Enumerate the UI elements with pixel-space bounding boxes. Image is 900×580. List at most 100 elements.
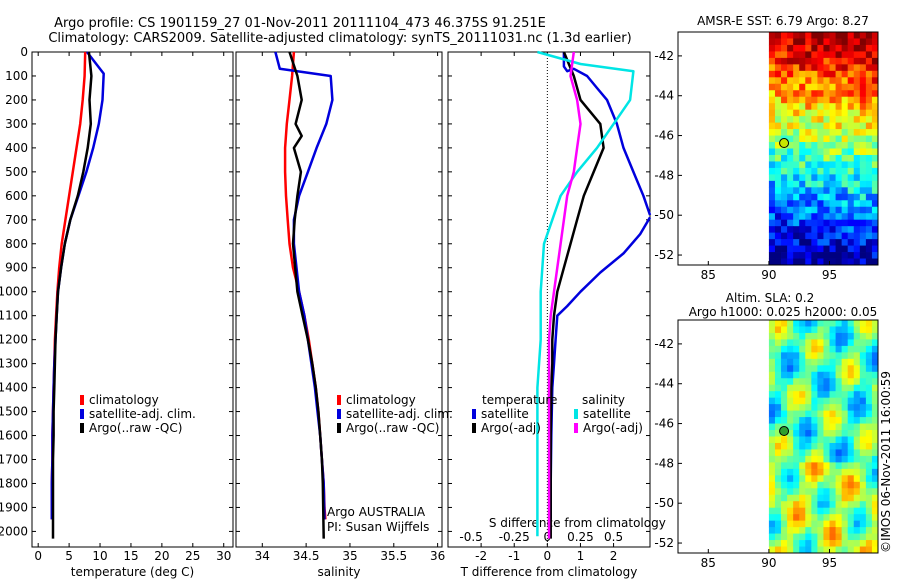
heatmap-cell xyxy=(841,129,849,136)
heatmap-cell xyxy=(829,404,836,412)
heatmap-cell xyxy=(835,501,843,509)
heatmap-cell xyxy=(835,154,843,162)
heatmap-cell xyxy=(805,449,812,457)
heatmap-cell xyxy=(871,161,879,169)
heatmap-cell xyxy=(841,404,849,412)
heatmap-cell xyxy=(781,481,788,489)
heatmap-cell xyxy=(787,358,794,366)
heatmap-cell xyxy=(811,239,818,246)
heatmap-cell xyxy=(787,430,794,437)
depth-tick-label: 700 xyxy=(5,213,28,227)
heatmap-cell xyxy=(787,193,794,201)
heatmap-cell xyxy=(847,442,855,450)
heatmap-cell xyxy=(774,430,782,437)
heatmap-cell xyxy=(829,371,836,379)
heatmap-cell xyxy=(793,83,800,91)
heatmap-cell xyxy=(853,245,861,253)
heatmap-cell xyxy=(853,410,861,418)
heatmap-cell xyxy=(799,358,806,366)
heatmap-cell xyxy=(847,206,855,214)
heatmap-cell xyxy=(781,501,788,509)
heatmap-cell xyxy=(829,378,836,386)
heatmap-cell xyxy=(811,213,818,221)
heatmap-cell xyxy=(817,404,824,412)
heatmap-cell xyxy=(835,51,843,59)
heatmap-cell xyxy=(871,206,879,214)
heatmap-cell xyxy=(811,540,818,547)
heatmap-cell xyxy=(768,32,776,39)
heatmap-cell xyxy=(768,129,776,136)
heatmap-cell xyxy=(865,142,873,149)
heatmap-cell xyxy=(829,96,836,104)
heatmap-cell xyxy=(835,546,843,554)
heatmap-cell xyxy=(859,226,867,234)
heatmap-cell xyxy=(787,546,794,554)
heatmap-cell xyxy=(871,245,879,253)
heatmap-cell xyxy=(859,103,867,111)
heatmap-cell xyxy=(841,488,849,496)
heatmap-cell xyxy=(787,90,794,98)
heatmap-cell xyxy=(823,83,830,91)
heatmap-cell xyxy=(781,38,788,46)
heatmap-cell xyxy=(835,488,843,496)
heatmap-cell xyxy=(768,232,776,240)
heatmap-cell xyxy=(793,109,800,117)
heatmap-cell xyxy=(841,200,849,208)
heatmap-cell xyxy=(835,167,843,175)
depth-tick-label: 900 xyxy=(5,261,28,275)
heatmap-cell xyxy=(865,404,873,412)
heatmap-cell xyxy=(817,436,824,444)
heatmap-cell xyxy=(823,103,830,111)
heatmap-cell xyxy=(787,423,794,431)
heatmap-cell xyxy=(841,213,849,221)
heatmap-cell xyxy=(793,468,800,476)
heatmap-cell xyxy=(768,109,776,117)
heatmap-cell xyxy=(817,142,824,149)
heatmap-cell xyxy=(853,345,861,353)
heatmap-cell xyxy=(823,442,830,450)
heatmap-cell xyxy=(847,481,855,489)
heatmap-cell xyxy=(799,520,806,528)
heatmap-cell xyxy=(841,142,849,149)
heatmap-cell xyxy=(865,206,873,214)
heatmap-cell xyxy=(859,546,867,554)
top-tick-label: 0 xyxy=(544,530,552,544)
heatmap-cell xyxy=(799,116,806,124)
heatmap-cell xyxy=(793,326,800,334)
heatmap-cell xyxy=(805,326,812,334)
heatmap-cell xyxy=(871,442,879,450)
heatmap-cell xyxy=(859,258,867,266)
heatmap-cell xyxy=(811,442,818,450)
heatmap-cell xyxy=(823,135,830,143)
x-tick-label: 0 xyxy=(34,549,42,563)
heatmap-cell xyxy=(859,167,867,175)
heatmap-cell xyxy=(805,462,812,470)
heatmap-cell xyxy=(817,167,824,175)
heatmap-cell xyxy=(853,423,861,431)
heatmap-cell xyxy=(793,514,800,522)
heatmap-cell xyxy=(853,180,861,188)
heatmap-cell xyxy=(859,339,867,347)
heatmap-cell xyxy=(817,103,824,111)
heatmap-cell xyxy=(799,70,806,78)
heatmap-cell xyxy=(799,449,806,457)
heatmap-cell xyxy=(871,520,879,528)
heatmap-cell xyxy=(841,527,849,534)
heatmap-cell xyxy=(847,245,855,253)
heatmap-cell xyxy=(829,527,836,534)
heatmap-cell xyxy=(829,475,836,483)
heatmap-cell xyxy=(847,488,855,496)
heatmap-cell xyxy=(835,475,843,483)
heatmap-cell xyxy=(774,378,782,386)
heatmap-cell xyxy=(859,481,867,489)
heatmap-cell xyxy=(799,462,806,470)
heatmap-cell xyxy=(774,90,782,98)
heatmap-cell xyxy=(847,533,855,541)
heatmap-cell xyxy=(805,232,812,240)
heatmap-cell xyxy=(835,481,843,489)
heatmap-cell xyxy=(787,57,794,65)
legend-title-temperature: temperature xyxy=(482,393,557,407)
heatmap-cell xyxy=(853,154,861,162)
heatmap-cell xyxy=(817,129,824,136)
heatmap-cell xyxy=(799,96,806,104)
